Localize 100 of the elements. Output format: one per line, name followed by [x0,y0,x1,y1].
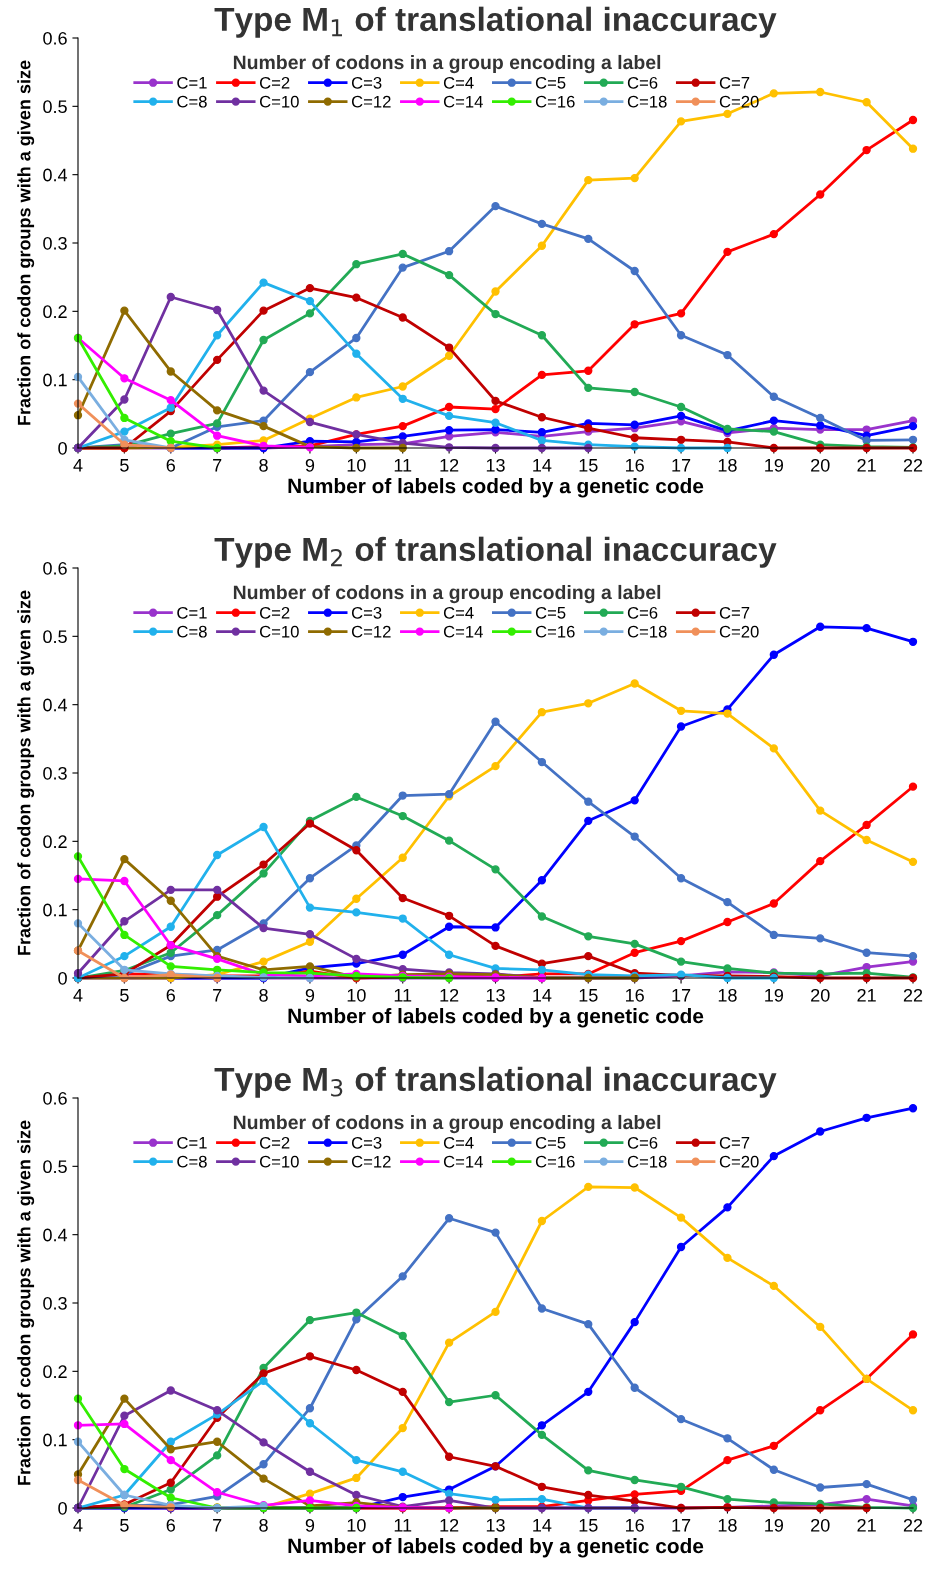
x-tick-label: 6 [166,1518,176,1532]
legend-label: C=16 [535,95,575,108]
x-tick-label: 11 [394,459,412,472]
x-tick-label: 17 [672,1519,691,1532]
legend-label: C=10 [259,1155,299,1168]
legend-label: C=12 [351,1155,391,1168]
legend-label: C=14 [443,95,483,108]
legend-label: C=14 [443,1155,483,1168]
legend-label: C=10 [259,95,299,108]
x-tick-label: 22 [903,458,923,472]
y-tick-label: 0.3 [43,1296,67,1310]
y-tick-label: 0.3 [43,766,67,780]
x-tick-label: 19 [765,458,784,472]
x-axis-title: Number of labels coded by a genetic code [288,1008,704,1028]
legend-label: C=16 [535,625,575,638]
x-tick-label: 21 [857,458,876,472]
legend-label: C=14 [443,625,483,638]
x-tick-label: 12 [440,1518,459,1532]
y-axis-title: Fraction of codon groups with a given size [17,60,35,425]
x-tick-label: 4 [73,989,83,1002]
x-tick-label: 21 [857,988,876,1002]
x-tick-label: 15 [579,989,598,1002]
legend-title: Number of codons in a group encoding a label [233,1114,661,1134]
y-tick-label: 0 [58,1501,67,1515]
y-tick-label: 0.5 [43,1160,67,1174]
x-tick-label: 9 [305,988,315,1002]
chart-title: Type M$_{1}$ of translational inaccuracy [214,6,777,38]
y-tick-label: 0.5 [43,630,67,644]
x-tick-label: 13 [486,458,505,472]
x-tick-label: 10 [347,458,366,472]
legend-label: C=3 [351,1136,382,1149]
x-tick-label: 19 [765,1518,784,1532]
y-tick-label: 0.6 [43,561,67,575]
x-tick-label: 9 [305,458,315,472]
y-tick-label: 0.6 [43,31,67,45]
legend-label: C=3 [351,606,382,619]
y-tick-label: 0.1 [43,903,67,917]
legend-label: C=7 [719,606,750,619]
chart-title: Type M$_{2}$ of translational inaccuracy [214,536,777,568]
legend-label: C=2 [259,76,290,89]
x-tick-label: 20 [811,1518,830,1532]
legend-label: C=6 [627,1136,658,1149]
legend-label: C=1 [177,1136,207,1149]
x-tick-label: 14 [533,459,552,472]
x-tick-label: 20 [811,458,830,472]
legend-label: C=8 [177,625,207,638]
legend-label: C=8 [177,95,207,108]
x-tick-label: 18 [718,1518,737,1532]
x-tick-label: 17 [672,989,691,1002]
y-tick-label: 0.4 [43,1228,68,1242]
legend-label: C=1 [177,606,207,619]
legend-label: C=12 [351,625,391,638]
x-tick-label: 9 [305,1518,315,1532]
legend-label: C=2 [259,1136,290,1149]
x-tick-label: 4 [73,1519,83,1532]
legend-label: C=6 [627,76,658,89]
legend-label: C=3 [351,76,382,89]
x-tick-label: 8 [259,1518,268,1532]
x-tick-label: 11 [394,989,412,1002]
x-axis-title: Number of labels coded by a genetic code [288,478,704,498]
x-tick-label: 14 [533,989,552,1002]
legend-label: C=8 [177,1155,207,1168]
x-tick-label: 16 [626,1518,644,1532]
y-tick-label: 0 [58,971,67,985]
legend-label: C=7 [719,76,750,89]
x-tick-label: 10 [347,988,366,1002]
x-tick-label: 7 [213,459,222,472]
x-tick-label: 20 [811,988,830,1002]
legend-label: C=16 [535,1155,575,1168]
legend-label: C=4 [443,76,474,89]
x-tick-label: 10 [347,1518,366,1532]
x-tick-label: 22 [903,988,923,1002]
x-tick-label: 11 [394,1519,412,1532]
y-tick-label: 0.2 [43,835,67,849]
x-axis-title: Number of labels coded by a genetic code [288,1538,704,1558]
legend-label: C=10 [259,625,299,638]
x-tick-label: 13 [486,1518,505,1532]
x-tick-label: 7 [213,1519,222,1532]
x-tick-label: 22 [903,1518,923,1532]
legend-label: C=20 [719,1155,759,1168]
legend-label: C=5 [535,1136,566,1149]
legend-label: C=4 [443,606,474,619]
y-tick-label: 0.4 [43,168,68,182]
x-tick-label: 8 [259,458,268,472]
y-tick-label: 0.6 [43,1091,67,1105]
x-tick-label: 12 [440,458,459,472]
x-tick-label: 21 [857,1518,876,1532]
x-tick-label: 4 [73,459,83,472]
x-tick-label: 16 [626,988,644,1002]
x-tick-label: 12 [440,988,459,1002]
x-tick-label: 19 [765,988,784,1002]
x-tick-label: 14 [533,1519,552,1532]
legend-label: C=2 [259,606,290,619]
y-axis-title: Fraction of codon groups with a given size [17,590,35,955]
y-tick-label: 0 [58,441,67,455]
legend-label: C=6 [627,606,658,619]
legend-label: C=5 [535,606,566,619]
x-tick-label: 6 [166,458,176,472]
x-tick-label: 18 [718,458,737,472]
x-tick-label: 6 [166,988,176,1002]
